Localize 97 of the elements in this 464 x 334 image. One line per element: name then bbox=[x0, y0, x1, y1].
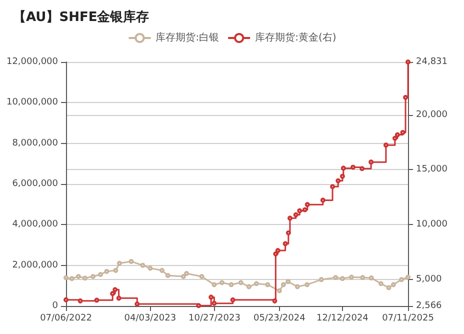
point bbox=[386, 285, 392, 290]
point bbox=[293, 212, 298, 218]
point bbox=[360, 275, 366, 280]
point bbox=[304, 202, 310, 208]
x-tick-label: 04/03/2023 bbox=[124, 314, 176, 324]
point bbox=[276, 288, 282, 294]
point bbox=[104, 268, 110, 274]
point bbox=[212, 300, 217, 306]
point bbox=[116, 260, 122, 266]
y-tick-label: 10,000,000 bbox=[6, 98, 58, 108]
point bbox=[69, 276, 74, 282]
point bbox=[318, 277, 324, 282]
point bbox=[280, 282, 286, 288]
y2-tick-label: 10,000 bbox=[416, 220, 448, 230]
point bbox=[230, 297, 236, 302]
point bbox=[390, 282, 396, 288]
y-tick-label: 2,000,000 bbox=[12, 260, 58, 270]
point bbox=[340, 174, 345, 179]
point bbox=[302, 207, 308, 212]
point bbox=[336, 178, 341, 184]
point bbox=[287, 216, 292, 221]
point bbox=[378, 281, 384, 286]
point bbox=[340, 276, 345, 282]
y2-tick-label: 5,000 bbox=[416, 274, 442, 284]
point bbox=[110, 291, 116, 296]
point bbox=[184, 270, 190, 276]
point bbox=[212, 282, 217, 288]
point bbox=[112, 287, 118, 292]
y2-tick-label: 24,831 bbox=[416, 57, 448, 67]
point bbox=[320, 198, 326, 203]
point bbox=[128, 258, 134, 264]
point bbox=[116, 296, 122, 301]
y2-tick-label: 20,000 bbox=[416, 110, 448, 120]
point bbox=[219, 280, 224, 286]
point bbox=[64, 297, 68, 302]
y2-tick-label: 15,000 bbox=[416, 164, 448, 175]
y2-tick-label: 2,566 bbox=[416, 301, 442, 311]
point bbox=[165, 273, 170, 278]
point bbox=[228, 282, 234, 288]
point bbox=[196, 303, 202, 308]
point bbox=[76, 274, 81, 280]
point bbox=[350, 164, 356, 170]
y-tick-label: 8,000,000 bbox=[12, 138, 58, 148]
point bbox=[282, 241, 288, 246]
point bbox=[403, 94, 408, 100]
point bbox=[199, 274, 204, 280]
point bbox=[368, 275, 374, 280]
point bbox=[360, 166, 365, 172]
point bbox=[180, 274, 186, 280]
point bbox=[394, 132, 400, 138]
point bbox=[348, 274, 354, 280]
point bbox=[304, 282, 310, 288]
point bbox=[294, 284, 300, 290]
point bbox=[90, 274, 96, 280]
point bbox=[286, 279, 291, 284]
y-tick-label: 6,000,000 bbox=[12, 179, 58, 189]
point bbox=[208, 294, 214, 300]
point bbox=[398, 277, 404, 282]
point bbox=[400, 130, 406, 135]
x-tick-label: 12/12/2024 bbox=[316, 314, 369, 324]
chart-title: 【AU】SHFE金银库存 bbox=[13, 9, 150, 25]
point bbox=[392, 136, 398, 141]
point bbox=[82, 276, 88, 281]
point bbox=[272, 298, 278, 304]
point bbox=[368, 160, 374, 165]
point bbox=[383, 142, 388, 148]
x-tick-label: 10/27/2023 bbox=[188, 314, 240, 324]
y-tick-label: 4,000,000 bbox=[12, 220, 58, 230]
point bbox=[140, 262, 146, 268]
point bbox=[64, 275, 68, 280]
point bbox=[406, 274, 410, 280]
point bbox=[333, 275, 338, 280]
point bbox=[159, 268, 164, 273]
point bbox=[98, 272, 103, 277]
point bbox=[254, 281, 259, 286]
point bbox=[330, 184, 336, 190]
point bbox=[78, 298, 83, 304]
legend-label: 库存期货:白银 bbox=[156, 32, 220, 44]
point bbox=[275, 248, 280, 254]
x-tick-label: 05/23/2024 bbox=[253, 314, 306, 324]
point bbox=[148, 266, 153, 271]
point bbox=[273, 251, 278, 256]
point bbox=[406, 60, 410, 64]
point bbox=[134, 301, 140, 306]
y-tick-label: 0 bbox=[52, 301, 58, 311]
point bbox=[246, 284, 252, 290]
x-tick-label: 07/11/2025 bbox=[382, 314, 434, 324]
point bbox=[238, 280, 244, 286]
point bbox=[340, 166, 346, 171]
point bbox=[94, 298, 100, 303]
point bbox=[113, 268, 118, 273]
point bbox=[286, 230, 291, 236]
y-tick-label: 12,000,000 bbox=[6, 57, 58, 67]
point bbox=[265, 282, 270, 288]
x-tick-label: 07/06/2022 bbox=[40, 314, 92, 324]
legend-label: 库存期货:黄金(右) bbox=[255, 32, 336, 44]
point bbox=[297, 208, 302, 214]
